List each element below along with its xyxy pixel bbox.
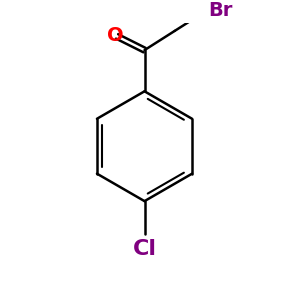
Text: O: O <box>106 26 123 44</box>
Text: Br: Br <box>208 1 232 20</box>
Text: Cl: Cl <box>133 239 157 259</box>
